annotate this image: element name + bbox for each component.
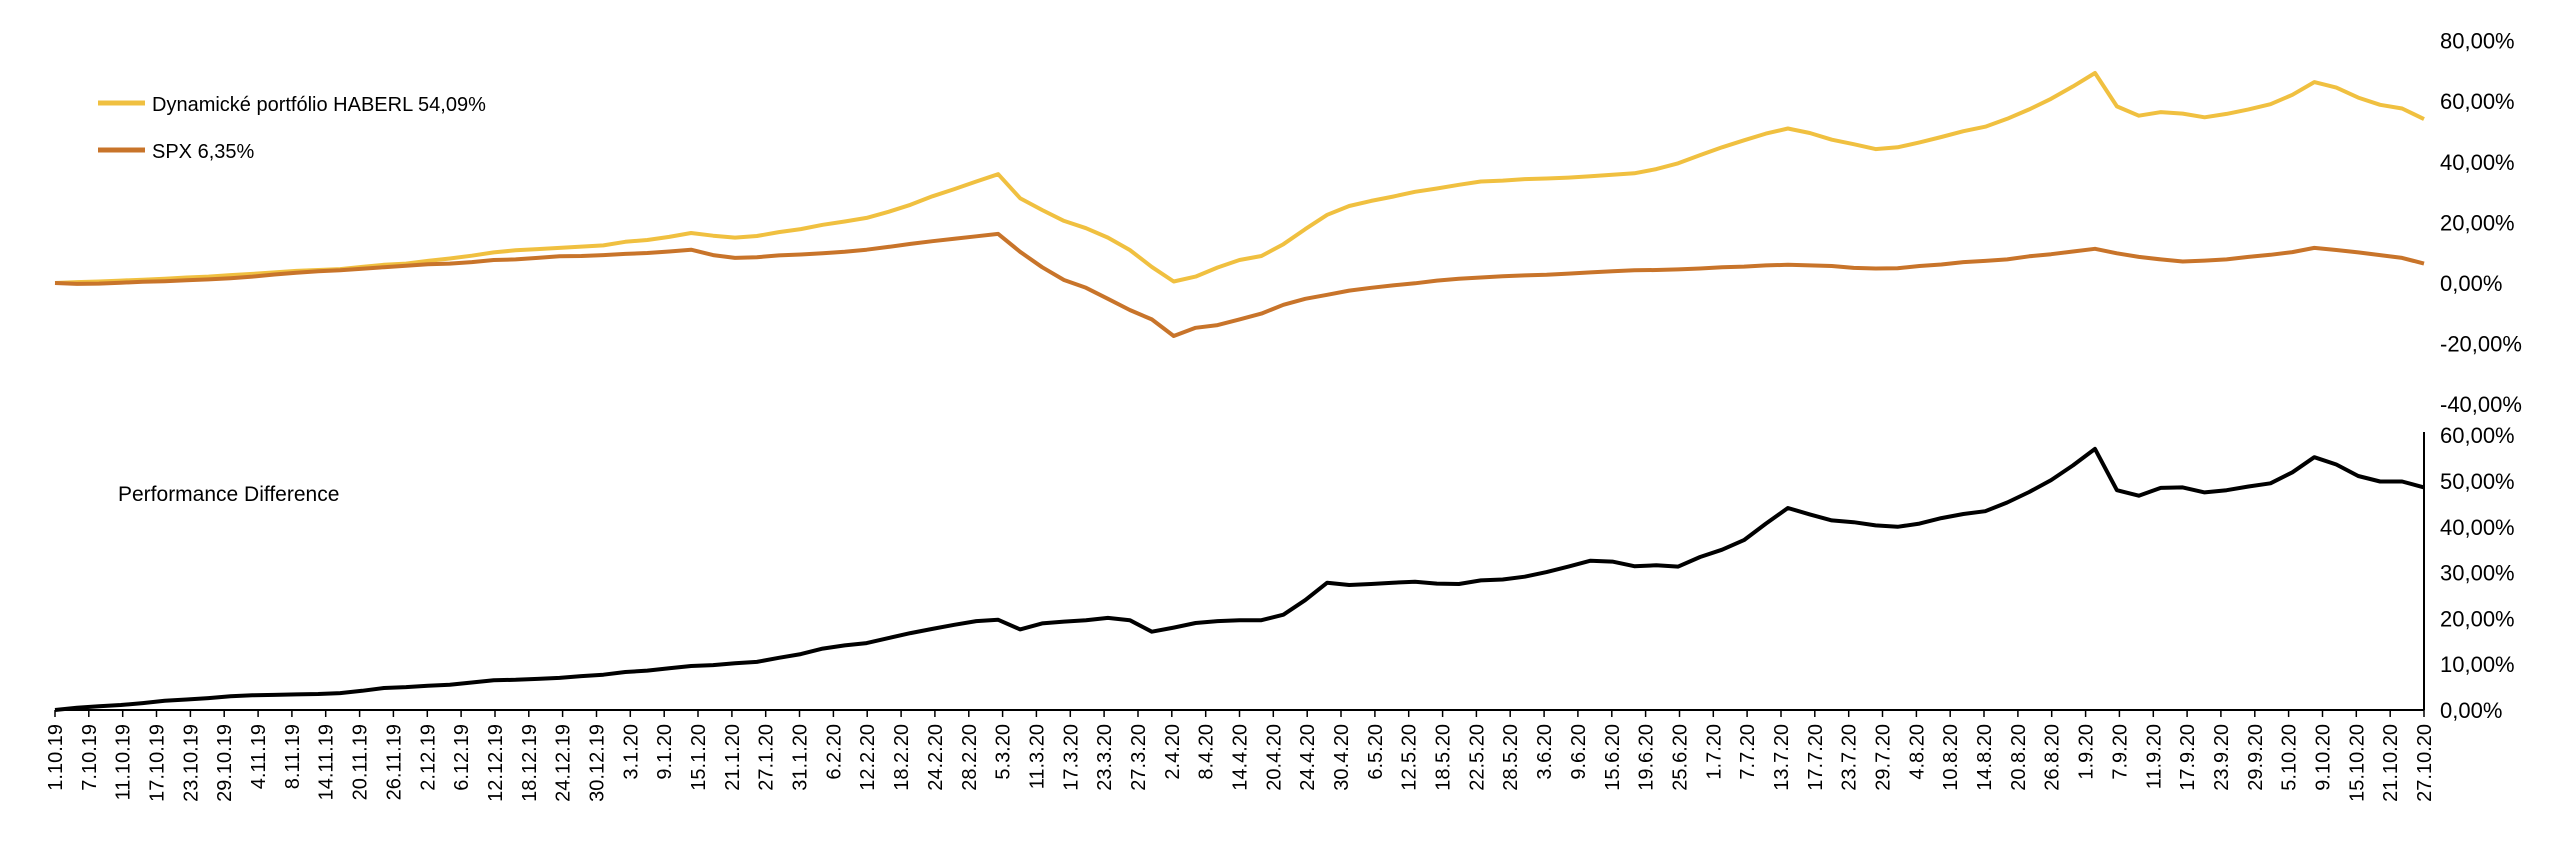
x-tick-label: 13.7.20 (1771, 724, 1793, 791)
x-tick-label: 4.8.20 (1906, 724, 1928, 780)
x-tick-label: 1.9.20 (2076, 724, 2098, 780)
x-tick-label: 24.2.20 (925, 724, 947, 791)
x-tick-label: 7.9.20 (2109, 724, 2131, 780)
x-tick-label: 26.8.20 (2042, 724, 2064, 791)
bottom-y-tick-label: 60,00% (2440, 423, 2515, 448)
x-tick-label: 17.7.20 (1805, 724, 1827, 791)
x-tick-label: 29.10.19 (214, 724, 236, 802)
x-tick-label: 3.1.20 (620, 724, 642, 780)
x-tick-label: 14.11.19 (316, 724, 338, 800)
bottom-y-tick-label: 50,00% (2440, 469, 2515, 494)
top-y-tick-label: 60,00% (2440, 89, 2515, 114)
x-tick-label: 11.3.20 (1026, 724, 1048, 789)
x-tick-label: 27.1.20 (756, 724, 778, 791)
performance-difference-label: Performance Difference (118, 483, 339, 506)
x-tick-label: 6.5.20 (1365, 724, 1387, 780)
legend-label-haberl: Dynamické portfólio HABERL 54,09% (152, 94, 486, 116)
top-y-tick-label: -20,00% (2440, 332, 2522, 357)
x-tick-label: 14.8.20 (1974, 724, 1996, 791)
bottom-y-tick-label: 10,00% (2440, 652, 2515, 677)
x-tick-label: 22.5.20 (1466, 724, 1488, 791)
x-tick-label: 21.10.20 (2380, 724, 2402, 802)
bottom-y-tick-label: 30,00% (2440, 561, 2515, 586)
x-tick-label: 1.10.19 (45, 724, 67, 791)
x-tick-label: 29.7.20 (1873, 724, 1895, 791)
top-y-tick-label: 40,00% (2440, 150, 2515, 175)
x-tick-label: 4.11.19 (248, 724, 270, 789)
x-tick-label: 12.12.19 (485, 724, 507, 802)
x-tick-label: 2.12.19 (417, 724, 439, 791)
x-tick-label: 8.11.19 (282, 724, 304, 789)
x-tick-label: 6.2.20 (823, 724, 845, 780)
x-tick-label: 20.4.20 (1263, 724, 1285, 791)
x-tick-label: 30.4.20 (1331, 724, 1353, 791)
x-tick-label: 28.5.20 (1500, 724, 1522, 791)
bottom-y-axis-ticks: 60,00% 50,00% 40,00% 30,00% 20,00% 10,00% 0,00… (2440, 423, 2515, 723)
x-tick-label: 12.5.20 (1399, 724, 1421, 791)
x-tick-label: 10.8.20 (1940, 724, 1962, 791)
x-tick-label: 29.9.20 (2245, 724, 2267, 791)
x-tick-label: 9.1.20 (654, 724, 676, 780)
x-tick-label: 5.10.20 (2279, 724, 2301, 791)
x-tick-label: 12.2.20 (857, 724, 879, 791)
x-tick-label: 7.7.20 (1737, 724, 1759, 780)
top-y-tick-label: -40,00% (2440, 392, 2522, 417)
x-tick-label: 7.10.19 (79, 724, 101, 791)
legend-label-spx: SPX 6,35% (152, 141, 255, 163)
x-tick-label: 24.4.20 (1297, 724, 1319, 791)
x-tick-label: 3.6.20 (1534, 724, 1556, 780)
x-tick-label: 14.4.20 (1230, 724, 1252, 791)
x-tick-label: 8.4.20 (1196, 724, 1218, 780)
top-y-tick-label: 80,00% (2440, 29, 2515, 54)
bottom-y-tick-label: 40,00% (2440, 515, 2515, 540)
series-line-spx (54, 231, 2425, 338)
x-tick-label: 24.12.19 (553, 724, 575, 802)
x-tick-label: 31.1.20 (790, 724, 812, 791)
x-tick-label: 23.10.19 (180, 724, 202, 802)
x-tick-label: 23.9.20 (2211, 724, 2233, 791)
x-tick-label: 15.10.20 (2346, 724, 2368, 802)
top-y-tick-label: 0,00% (2440, 271, 2502, 296)
x-tick-label: 27.10.20 (2414, 724, 2436, 802)
x-tick-label: 21.1.20 (722, 724, 744, 791)
x-tick-label: 23.7.20 (1839, 724, 1861, 791)
bottom-y-tick-label: 0,00% (2440, 698, 2502, 723)
bottom-y-tick-label: 20,00% (2440, 606, 2515, 631)
x-tick-label: 1.7.20 (1703, 724, 1725, 780)
top-y-tick-label: 20,00% (2440, 210, 2515, 235)
x-tick-label: 17.10.19 (147, 724, 169, 802)
x-tick-label: 5.3.20 (993, 724, 1015, 780)
series-line-haberl (54, 71, 2425, 285)
top-plot (54, 71, 2425, 338)
x-tick-label: 27.3.20 (1128, 724, 1150, 791)
x-tick-label: 11.10.19 (113, 724, 135, 800)
x-tick-label: 18.5.20 (1433, 724, 1455, 791)
chart-legend: Dynamické portfólio HABERL 54,09% SPX 6,… (98, 94, 486, 163)
x-tick-label: 9.6.20 (1568, 724, 1590, 780)
x-tick-label: 9.10.20 (2313, 724, 2335, 791)
x-tick-label: 11.9.20 (2143, 724, 2165, 789)
x-tick-label: 30.12.19 (587, 724, 609, 802)
series-line-performance-difference (54, 446, 2425, 712)
x-tick-label: 26.11.19 (383, 724, 405, 800)
x-tick-label: 17.9.20 (2177, 724, 2199, 791)
x-tick-label: 15.6.20 (1602, 724, 1624, 791)
x-tick-label: 19.6.20 (1636, 724, 1658, 791)
x-tick-label: 20.8.20 (2008, 724, 2030, 791)
bottom-plot (54, 432, 2425, 712)
x-tick-label: 17.3.20 (1060, 724, 1082, 791)
x-tick-label: 28.2.20 (959, 724, 981, 791)
x-tick-label: 15.1.20 (688, 724, 710, 791)
x-tick-label: 20.11.19 (350, 724, 372, 800)
x-tick-label: 18.12.19 (519, 724, 541, 802)
x-tick-label: 23.3.20 (1094, 724, 1116, 791)
x-axis: 1.10.19 7.10.19 11.10.19 17.10.19 23.10.19 29… (45, 709, 2436, 802)
x-tick-label: 6.12.19 (451, 724, 473, 791)
x-tick-label: 2.4.20 (1162, 724, 1184, 780)
x-tick-label: 18.2.20 (891, 724, 913, 791)
top-y-axis-ticks: 80,00% 60,00% 40,00% 20,00% 0,00% -20,00% -40,… (2440, 29, 2522, 418)
x-tick-label: 25.6.20 (1670, 724, 1692, 791)
